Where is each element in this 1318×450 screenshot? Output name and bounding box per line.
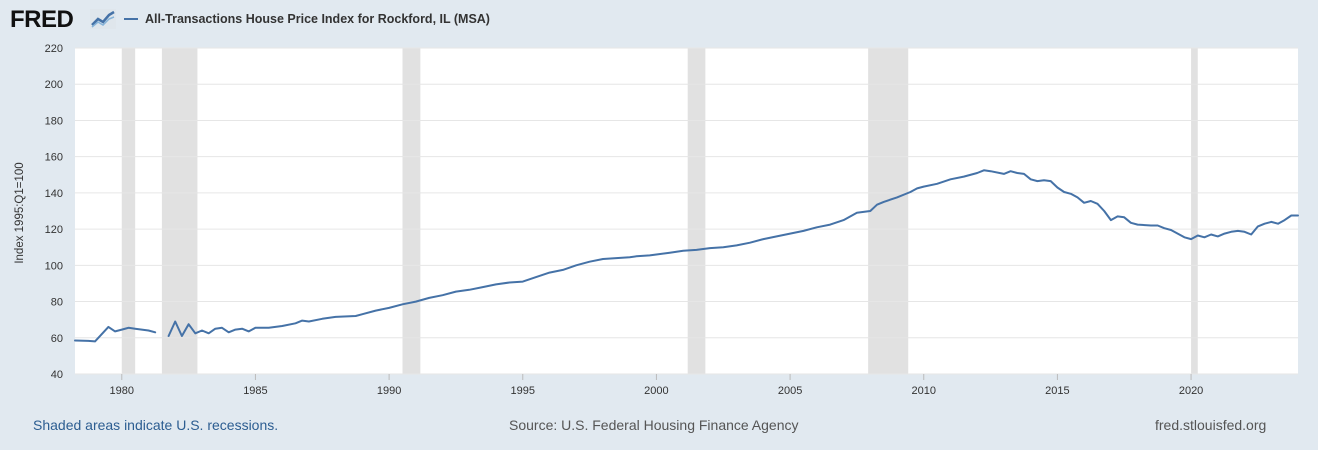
y-tick-label-140: 140: [45, 188, 63, 200]
y-tick-label-200: 200: [45, 79, 63, 91]
recession-band-5: [1191, 48, 1198, 374]
series-line-0-segment-1: [167, 169, 1299, 337]
chart-line-icon: [90, 9, 116, 29]
series-line-0-segment-0: [74, 325, 157, 343]
y-tick-label-160: 160: [45, 152, 63, 164]
x-tick-label-2020: 2020: [1179, 385, 1203, 397]
x-tick-label-1985: 1985: [243, 385, 267, 397]
source-text: Source: U.S. Federal Housing Finance Age…: [509, 417, 799, 433]
x-tick-label-1980: 1980: [110, 385, 134, 397]
recession-band-1: [161, 48, 198, 374]
y-tick-label-220: 220: [45, 43, 63, 55]
x-tick-label-1990: 1990: [377, 385, 401, 397]
recession-band-0: [121, 48, 136, 374]
y-tick-label-180: 180: [45, 115, 63, 127]
x-tick-label-2000: 2000: [644, 385, 668, 397]
site-url[interactable]: fred.stlouisfed.org: [1155, 417, 1267, 433]
y-tick-label-120: 120: [45, 224, 63, 236]
x-tick-label-2005: 2005: [778, 385, 802, 397]
x-tick-label-1995: 1995: [511, 385, 535, 397]
grid-lines: [75, 47, 1298, 380]
recession-band-4: [868, 48, 909, 374]
x-tick-label-2010: 2010: [912, 385, 936, 397]
chart-legend[interactable]: All-Transactions House Price Index for R…: [124, 12, 490, 26]
y-tick-label-80: 80: [51, 297, 63, 309]
y-axis-ticks: 40 60 80 100 120 140 160 180 200 220: [45, 43, 63, 381]
recession-note-link[interactable]: Shaded areas indicate U.S. recessions.: [33, 417, 279, 433]
legend-label: All-Transactions House Price Index for R…: [145, 12, 490, 26]
line-chart[interactable]: 40 60 80 100 120 140 160 180 200 220 1980 1985 1990…: [0, 0, 1318, 410]
recession-band-3: [687, 48, 706, 374]
fred-logo[interactable]: FRED: [10, 6, 74, 33]
y-tick-label-100: 100: [45, 260, 63, 272]
plot-area: [75, 48, 1298, 374]
chart-header: FRED All-Transactions House Price Index …: [0, 0, 1318, 40]
y-axis-label: Index 1995:Q1=100: [14, 162, 26, 263]
x-tick-label-2015: 2015: [1045, 385, 1069, 397]
recession-band-2: [402, 48, 421, 374]
legend-swatch: [124, 18, 138, 20]
series-lines: [74, 169, 1299, 343]
y-tick-label-40: 40: [51, 369, 63, 381]
y-tick-label-60: 60: [51, 333, 63, 345]
recession-shading: [121, 48, 1198, 374]
x-axis-ticks: 1980 1985 1990 1995 2000 2005 2010 2015 2020: [110, 385, 1204, 397]
